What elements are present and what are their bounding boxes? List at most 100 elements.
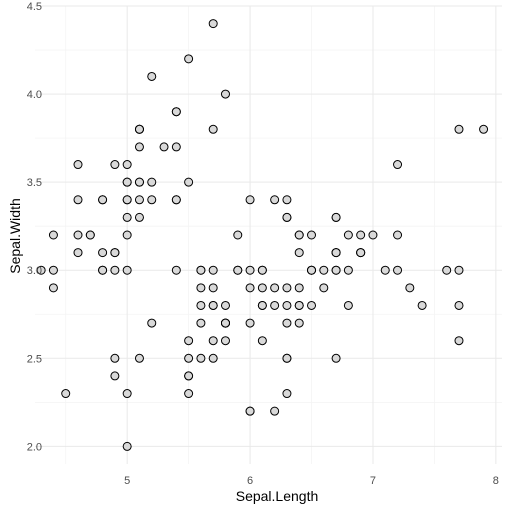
data-point <box>208 124 218 134</box>
data-point <box>294 318 304 328</box>
data-point <box>184 353 194 363</box>
data-point <box>294 300 304 310</box>
data-point <box>208 283 218 293</box>
data-point <box>331 265 341 275</box>
data-point <box>245 283 255 293</box>
data-point <box>454 265 464 275</box>
data-point <box>98 265 108 275</box>
data-point <box>147 195 157 205</box>
data-point <box>85 230 95 240</box>
data-point <box>196 353 206 363</box>
data-point <box>196 265 206 275</box>
data-point <box>417 300 427 310</box>
data-point <box>454 300 464 310</box>
data-point <box>110 353 120 363</box>
data-point <box>48 265 58 275</box>
data-point <box>134 124 144 134</box>
data-point <box>282 389 292 399</box>
data-point <box>257 283 267 293</box>
data-point <box>307 300 317 310</box>
data-point <box>196 300 206 310</box>
data-point <box>196 318 206 328</box>
data-point <box>220 89 230 99</box>
data-point <box>356 248 366 258</box>
data-point <box>184 177 194 187</box>
data-point <box>134 142 144 152</box>
data-point <box>220 318 230 328</box>
data-point <box>245 318 255 328</box>
data-point <box>73 248 83 258</box>
data-point <box>343 265 353 275</box>
data-point <box>331 248 341 258</box>
data-point <box>331 353 341 363</box>
data-point <box>122 160 132 170</box>
data-point <box>257 336 267 346</box>
data-point <box>196 283 206 293</box>
data-point <box>171 107 181 117</box>
data-point <box>122 441 132 451</box>
x-axis-title: Sepal.Length <box>236 488 319 504</box>
data-point <box>134 212 144 222</box>
data-point <box>343 230 353 240</box>
x-tick-label: 5 <box>124 475 130 487</box>
data-point <box>134 353 144 363</box>
data-point <box>184 371 194 381</box>
x-tick-label: 8 <box>493 475 499 487</box>
data-point <box>110 160 120 170</box>
data-point <box>134 195 144 205</box>
data-point <box>61 389 71 399</box>
data-point <box>171 265 181 275</box>
data-point <box>294 230 304 240</box>
data-point <box>282 300 292 310</box>
data-point <box>73 195 83 205</box>
data-point <box>270 300 280 310</box>
data-point <box>122 389 132 399</box>
data-point <box>98 195 108 205</box>
data-point <box>270 283 280 293</box>
data-point <box>319 265 329 275</box>
data-point <box>368 230 378 240</box>
grid <box>35 5 502 464</box>
y-tick-label: 4.0 <box>27 89 42 101</box>
data-point <box>184 54 194 64</box>
data-point <box>48 230 58 240</box>
data-point <box>36 265 46 275</box>
data-point <box>331 212 341 222</box>
data-point <box>122 195 132 205</box>
data-point <box>171 195 181 205</box>
data-point <box>48 283 58 293</box>
data-point <box>110 371 120 381</box>
data-point <box>122 265 132 275</box>
data-point <box>147 71 157 81</box>
data-point <box>171 142 181 152</box>
data-point <box>73 160 83 170</box>
data-point <box>454 124 464 134</box>
data-point <box>405 283 415 293</box>
data-point <box>233 265 243 275</box>
data-point <box>110 265 120 275</box>
data-point <box>380 265 390 275</box>
data-point <box>393 230 403 240</box>
x-axis-ticks: 5 6 7 8 <box>124 475 499 487</box>
y-tick-label: 2.0 <box>27 441 42 453</box>
data-point <box>270 195 280 205</box>
data-point <box>270 406 280 416</box>
data-point <box>245 195 255 205</box>
data-point <box>220 300 230 310</box>
data-point <box>282 195 292 205</box>
data-point <box>122 230 132 240</box>
data-point <box>184 336 194 346</box>
data-point <box>479 124 489 134</box>
data-point <box>307 230 317 240</box>
data-point <box>233 230 243 240</box>
data-point <box>343 300 353 310</box>
data-point <box>257 300 267 310</box>
y-tick-label: 2.5 <box>27 353 42 365</box>
data-point <box>122 177 132 187</box>
data-point <box>208 265 218 275</box>
y-tick-label: 4.5 <box>27 1 42 13</box>
data-point <box>73 230 83 240</box>
data-point <box>257 265 267 275</box>
data-point <box>184 389 194 399</box>
